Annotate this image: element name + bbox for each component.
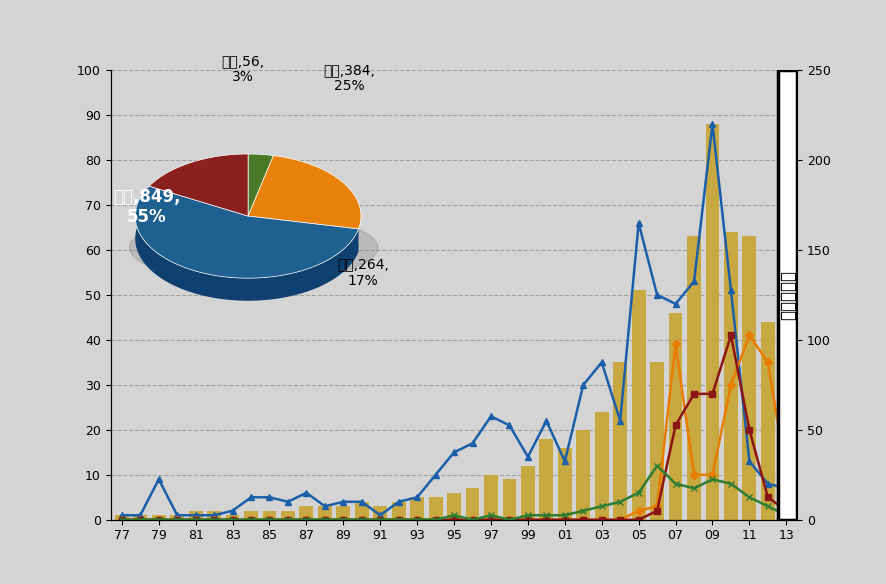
Bar xyxy=(226,515,239,520)
Bar xyxy=(373,506,387,520)
Bar xyxy=(742,237,757,520)
Bar xyxy=(355,502,369,520)
Bar xyxy=(577,430,590,520)
Bar xyxy=(134,515,147,520)
Bar xyxy=(650,362,664,520)
Bar xyxy=(262,511,276,520)
Polygon shape xyxy=(149,154,248,216)
Text: 미공개구간: 미공개구간 xyxy=(779,270,797,320)
Bar xyxy=(502,479,517,520)
Bar xyxy=(595,412,609,520)
Bar xyxy=(152,515,166,520)
Bar xyxy=(540,439,553,520)
Bar xyxy=(632,290,646,520)
Polygon shape xyxy=(248,155,361,229)
Bar xyxy=(189,511,203,520)
Bar xyxy=(778,70,797,520)
Polygon shape xyxy=(136,186,359,278)
Bar xyxy=(669,313,682,520)
Bar xyxy=(299,506,314,520)
Bar xyxy=(613,362,627,520)
Bar xyxy=(318,506,331,520)
Polygon shape xyxy=(248,154,274,216)
Bar xyxy=(780,448,793,520)
Bar xyxy=(558,448,571,520)
Bar xyxy=(705,124,719,520)
Text: 유럽,56,
3%: 유럽,56, 3% xyxy=(221,54,264,85)
Text: 한국,384,
25%: 한국,384, 25% xyxy=(323,63,376,93)
Bar xyxy=(207,511,221,520)
Bar xyxy=(724,232,738,520)
Bar xyxy=(447,493,461,520)
Bar xyxy=(688,237,701,520)
Text: 미국,264,
17%: 미국,264, 17% xyxy=(338,258,389,288)
Bar xyxy=(521,466,535,520)
Bar xyxy=(245,511,258,520)
Bar xyxy=(115,515,128,520)
Bar xyxy=(466,488,479,520)
Bar xyxy=(170,515,184,520)
Bar xyxy=(410,498,424,520)
Bar xyxy=(761,322,774,520)
Polygon shape xyxy=(136,186,359,301)
Bar xyxy=(281,511,295,520)
Ellipse shape xyxy=(129,214,378,282)
Bar xyxy=(484,475,498,520)
Bar xyxy=(392,502,406,520)
Text: 일본,849,
55%: 일본,849, 55% xyxy=(113,187,180,227)
Bar xyxy=(337,506,350,520)
Bar xyxy=(429,498,442,520)
